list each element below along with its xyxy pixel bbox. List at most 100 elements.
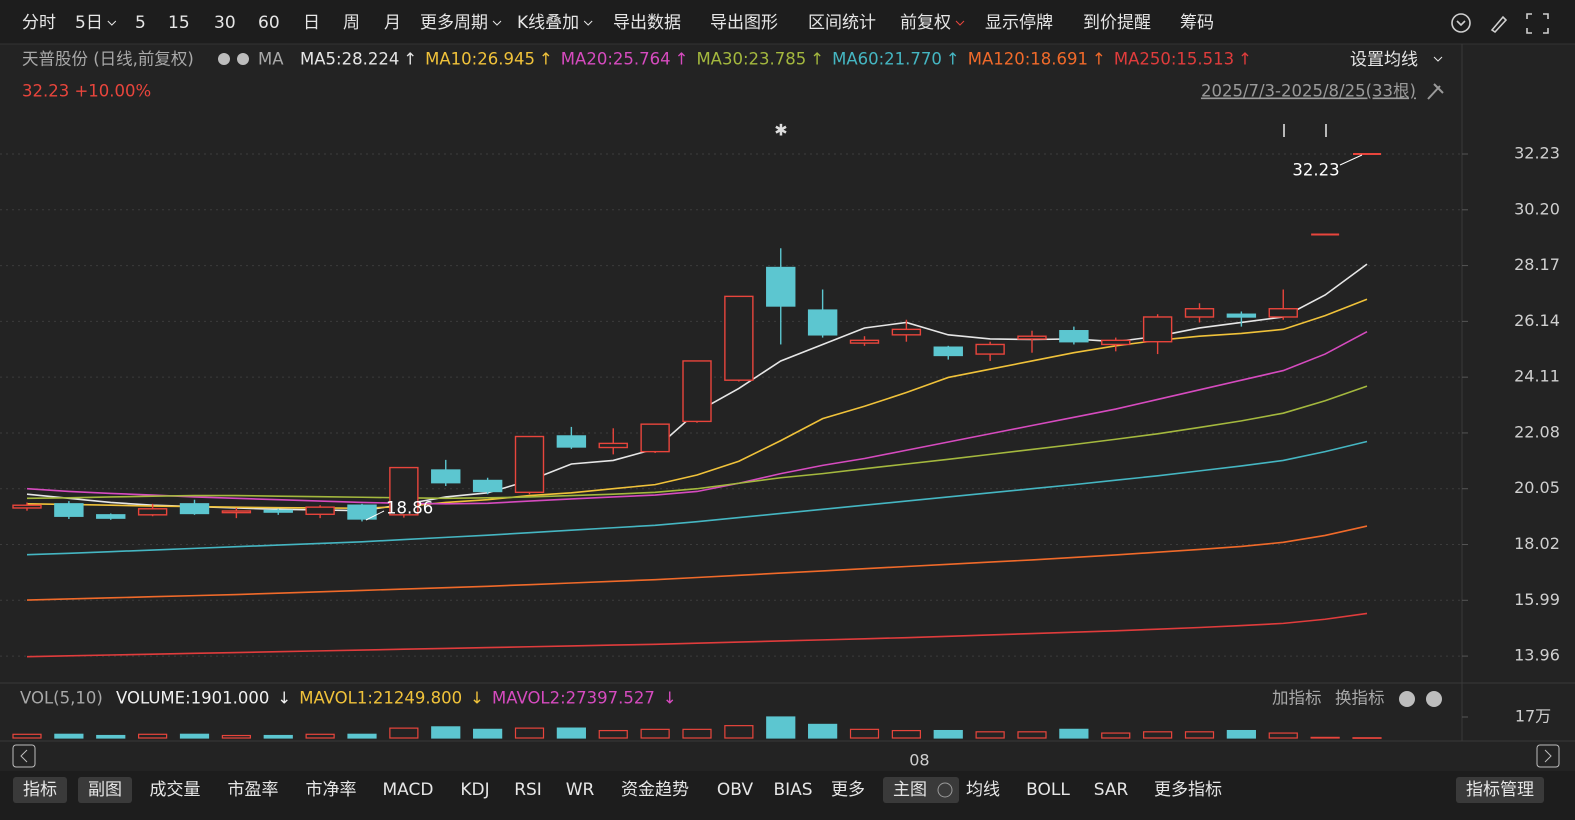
- volume-bar: [1059, 728, 1089, 739]
- y-tick-label: 17万: [1515, 707, 1551, 726]
- help-icon: [937, 782, 953, 798]
- tab[interactable]: 市盈率: [228, 780, 279, 800]
- volume-bar: [1352, 737, 1382, 739]
- tab[interactable]: RSI: [514, 780, 542, 800]
- legend-entry: MA120:18.691: [968, 50, 1088, 69]
- volume-bar: [347, 733, 377, 739]
- chevron: [955, 20, 965, 26]
- toolbar-item[interactable]: 到价提醒: [1083, 13, 1151, 33]
- toolbar-item[interactable]: 前复权: [900, 13, 951, 33]
- toolbar-item[interactable]: 分时: [22, 13, 56, 33]
- chevron: [1433, 56, 1443, 62]
- ma-settings[interactable]: 设置均线: [1350, 50, 1418, 70]
- scroll-buttons[interactable]: [12, 744, 1560, 768]
- ma-line: [26, 612, 1368, 658]
- legend-arrow: ↑: [1238, 50, 1252, 69]
- candle-body: [514, 435, 545, 494]
- ma-line: [26, 331, 1368, 505]
- volume-bar: [1310, 736, 1340, 739]
- y-tick-label: 26.14: [1514, 311, 1560, 330]
- candle-body: [1184, 308, 1215, 318]
- volume-bar: [1101, 732, 1131, 739]
- candle-body: [766, 266, 796, 307]
- y-tick-label: 30.20: [1514, 199, 1560, 218]
- candle-body: [682, 360, 712, 423]
- chevron: [583, 20, 593, 26]
- tab[interactable]: 市净率: [306, 780, 357, 800]
- volume-bar: [975, 731, 1005, 739]
- tab[interactable]: BOLL: [1026, 780, 1070, 800]
- tab[interactable]: MACD: [383, 780, 434, 800]
- candle-body: [472, 479, 503, 493]
- candle-body: [347, 504, 377, 520]
- toolbar-item[interactable]: 60: [258, 13, 280, 33]
- volume-readout: VOLUME:1901.000: [116, 689, 269, 708]
- toolbar-icons[interactable]: [1451, 13, 1549, 34]
- toolbar-item[interactable]: 15: [168, 13, 190, 33]
- tab[interactable]: 更多指标: [1154, 780, 1222, 800]
- candle-body: [1268, 308, 1298, 318]
- y-tick-label: 32.23: [1514, 144, 1560, 163]
- candle-body: [724, 295, 754, 381]
- readout-arrow: ↓: [470, 689, 484, 708]
- y-tick-label: 18.02: [1514, 534, 1560, 553]
- tab[interactable]: SAR: [1094, 780, 1129, 800]
- volume-bar: [933, 729, 963, 739]
- toolbar-item[interactable]: 筹码: [1180, 13, 1214, 33]
- toolbar-item[interactable]: 5日: [75, 13, 103, 33]
- legend-arrow: ↑: [810, 50, 824, 69]
- toolbar-item[interactable]: 周: [343, 13, 360, 33]
- volume-bar: [96, 734, 126, 739]
- toolbar-item[interactable]: 月: [384, 13, 401, 33]
- tabbar-bg: [0, 771, 1575, 820]
- y-tick-label: 20.05: [1514, 478, 1560, 497]
- toolbar-item[interactable]: 5: [135, 13, 146, 33]
- volume-bar: [724, 725, 754, 739]
- candle-body: [431, 469, 461, 484]
- toolbar-item[interactable]: 导出图形: [710, 13, 778, 33]
- annotation-line: [1339, 154, 1363, 166]
- volume-bar: [808, 723, 838, 739]
- volume-bar: [598, 729, 628, 739]
- tab[interactable]: 资金趋势: [621, 780, 689, 800]
- candle-body: [96, 514, 126, 519]
- toolbar-item[interactable]: 更多周期: [420, 13, 488, 33]
- legend-entry: MA5:28.224: [300, 50, 399, 69]
- settings-icon[interactable]: [1399, 691, 1415, 707]
- tab[interactable]: 成交量: [150, 780, 201, 800]
- tab[interactable]: KDJ: [460, 780, 489, 800]
- indicator-button[interactable]: 换指标: [1335, 689, 1385, 708]
- toolbar-item[interactable]: 显示停牌: [985, 13, 1053, 33]
- readout-arrow: ↓: [277, 689, 291, 708]
- tab[interactable]: WR: [566, 780, 595, 800]
- tab[interactable]: OBV: [717, 780, 754, 800]
- toolbar-item[interactable]: 区间统计: [808, 13, 876, 33]
- close-icon[interactable]: [1426, 691, 1442, 707]
- legend-entry: MA30:23.785: [696, 50, 806, 69]
- indicator-button[interactable]: 加指标: [1272, 689, 1322, 708]
- tab[interactable]: 更多: [831, 780, 865, 800]
- indicator: MA: [258, 50, 284, 69]
- tab[interactable]: 副图: [88, 780, 122, 800]
- toolbar-item[interactable]: 30: [214, 13, 236, 33]
- candle-body: [221, 510, 252, 514]
- date-range[interactable]: 2025/7/3-2025/8/25(33根): [1201, 82, 1416, 101]
- legend-icons[interactable]: [218, 53, 249, 65]
- toolbar-item[interactable]: 日: [303, 13, 320, 33]
- volume-bar: [54, 733, 84, 739]
- tab[interactable]: 指标管理: [1466, 780, 1534, 800]
- chevron: [492, 20, 502, 26]
- tab[interactable]: BIAS: [773, 780, 812, 800]
- tab[interactable]: 主图: [893, 780, 927, 800]
- candle-body: [807, 309, 838, 336]
- readout-arrow: ↓: [663, 689, 677, 708]
- volume-bar: [1184, 731, 1215, 739]
- toolbar-item[interactable]: K线叠加: [517, 13, 579, 33]
- toolbar-item[interactable]: 导出数据: [613, 13, 681, 33]
- candle-body: [1017, 335, 1047, 340]
- pin-icon[interactable]: [1427, 83, 1444, 100]
- volume-label: VOL(5,10): [20, 689, 103, 708]
- tab[interactable]: 指标: [23, 780, 57, 800]
- tab[interactable]: 均线: [966, 780, 1000, 800]
